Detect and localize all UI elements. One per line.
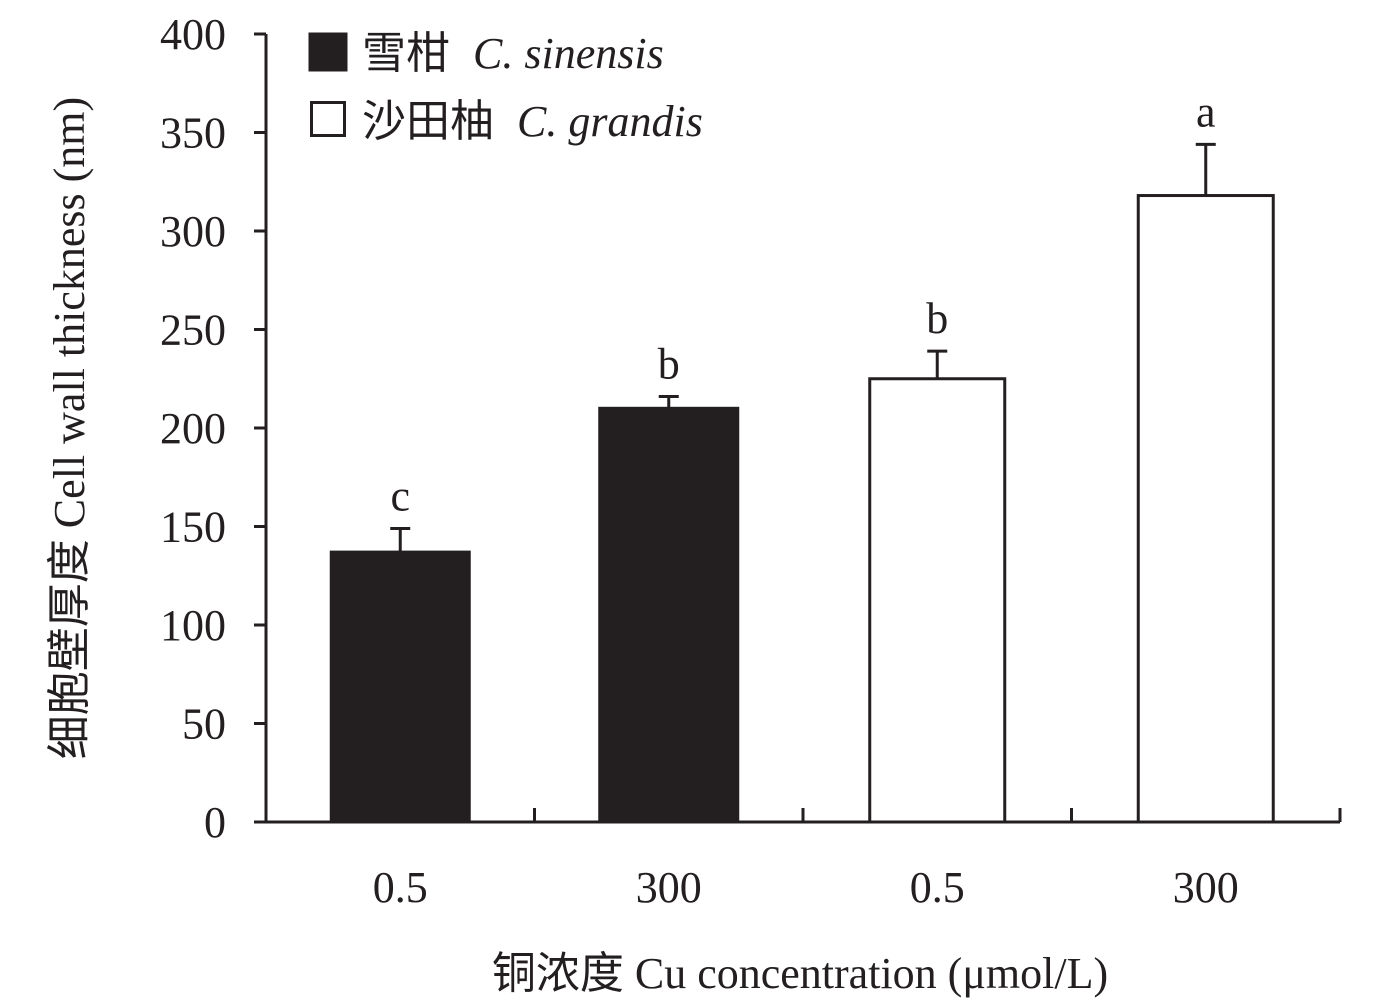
legend-label-grandis: 沙田柚 C. grandis (362, 97, 703, 146)
legend-label-sinensis-cn: 雪柑 (362, 29, 450, 78)
bar (598, 406, 740, 824)
y-tick-label: 350 (160, 109, 226, 158)
significance-label: b (658, 339, 680, 388)
y-tick-label: 200 (160, 404, 226, 453)
legend-label-grandis-cn: 沙田柚 (362, 97, 494, 146)
x-tick-label: 0.5 (373, 863, 428, 912)
y-tick-label: 250 (160, 306, 226, 355)
legend-swatch-sinensis (308, 32, 348, 72)
x-tick-label: 300 (1173, 863, 1239, 912)
legend: 雪柑 C. sinensis 沙田柚 C. grandis (308, 29, 703, 146)
y-tick-label: 150 (160, 503, 226, 552)
y-tick-label: 400 (160, 10, 226, 59)
significance-label: a (1196, 87, 1216, 136)
bar (1136, 194, 1275, 824)
significance-label: c (390, 471, 410, 520)
y-tick-label: 50 (182, 700, 226, 749)
legend-label-grandis-latin: C. grandis (517, 97, 703, 146)
y-tick-label: 0 (204, 798, 226, 847)
bars (329, 142, 1275, 824)
bar (329, 550, 471, 824)
y-axis-title: 细胞壁厚度 Cell wall thickness (nm) (45, 97, 94, 759)
x-tick-label: 0.5 (910, 863, 965, 912)
x-axis-title: 铜浓度 Cu concentration (μmol/L) (492, 949, 1108, 998)
y-tick-label: 300 (160, 207, 226, 256)
axes: 0 50 100 150 200 250 300 350 400 (160, 10, 1342, 847)
legend-label-sinensis: 雪柑 C. sinensis (362, 29, 664, 78)
labels: 0.5 300 0.5 300 c b b a (373, 87, 1239, 912)
legend-label-sinensis-latin: C. sinensis (473, 29, 664, 78)
significance-label: b (926, 294, 948, 343)
bar (868, 377, 1007, 824)
legend-swatch-grandis (310, 101, 346, 137)
y-tick-label: 100 (160, 601, 226, 650)
x-tick-label: 300 (636, 863, 702, 912)
